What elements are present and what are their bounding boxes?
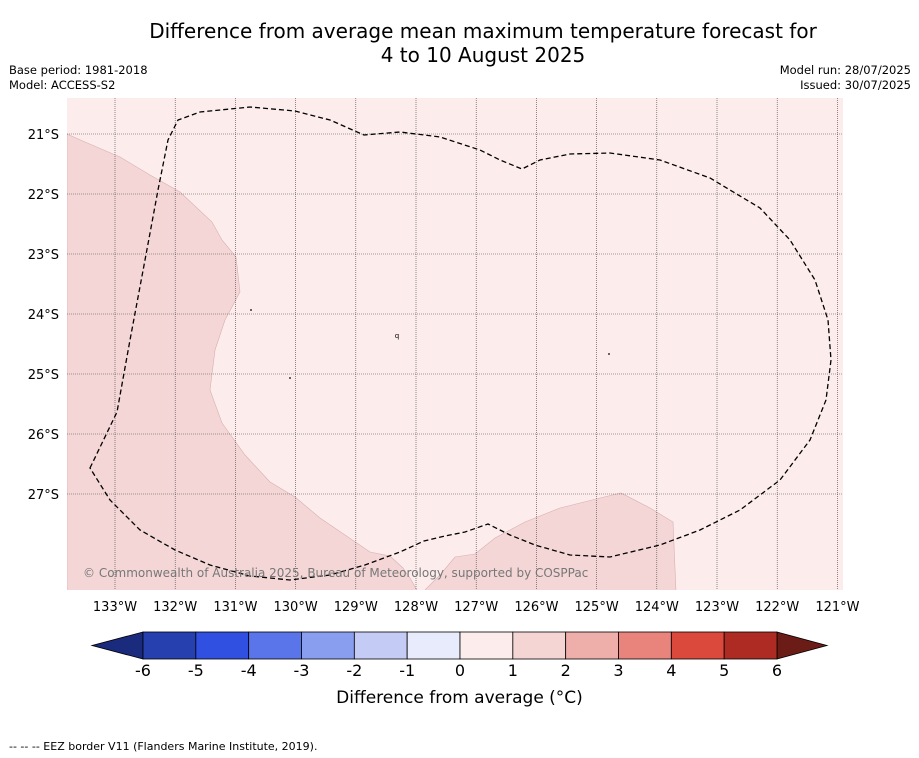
latitude-label: 27°S bbox=[28, 488, 59, 503]
latitude-label: 21°S bbox=[28, 128, 59, 143]
metadata-right: Model run: 28/07/2025 Issued: 30/07/2025 bbox=[780, 63, 911, 93]
latitude-labels: 21°S 22°S 23°S 24°S 25°S 26°S 27°S bbox=[28, 128, 59, 503]
chart-title-line-1: Difference from average mean maximum tem… bbox=[149, 19, 817, 43]
longitude-label: 131°W bbox=[213, 600, 257, 615]
island-marker bbox=[608, 353, 610, 355]
metadata-left: Base period: 1981-2018 Model: ACCESS-S2 bbox=[9, 63, 148, 93]
colorbar-bin bbox=[142, 631, 197, 660]
colorbar-tick-label: 2 bbox=[561, 661, 571, 680]
colorbar-tick-label: 0 bbox=[455, 661, 465, 680]
colorbar: -6 -5 -4 -3 -2 -1 0 1 2 3 4 5 6 bbox=[90, 631, 829, 680]
longitude-label: 128°W bbox=[394, 600, 438, 615]
colorbar-tick-label: -6 bbox=[135, 661, 151, 680]
map-frame: q © Commonwealth of Australia 2025, Bure… bbox=[67, 98, 843, 590]
island-markers: q bbox=[250, 309, 610, 379]
colorbar-tick-label: 5 bbox=[719, 661, 729, 680]
colorbar-bin bbox=[670, 631, 725, 660]
model-text: Model: ACCESS-S2 bbox=[9, 78, 116, 92]
colorbar-bin bbox=[618, 631, 672, 660]
eez-border bbox=[89, 106, 832, 581]
longitude-label: 124°W bbox=[635, 600, 679, 615]
island-marker bbox=[289, 377, 291, 379]
latitude-label: 25°S bbox=[28, 368, 59, 383]
longitude-label: 132°W bbox=[153, 600, 197, 615]
colorbar-bin bbox=[406, 631, 461, 660]
colorbar-bin bbox=[723, 631, 778, 660]
anomaly-1-2-region-west bbox=[67, 133, 418, 590]
base-period-text: Base period: 1981-2018 bbox=[9, 63, 148, 77]
colorbar-tick-label: 1 bbox=[508, 661, 518, 680]
colorbar-bin bbox=[565, 631, 619, 660]
longitude-label: 133°W bbox=[93, 600, 137, 615]
colorbar-tick-label: -5 bbox=[188, 661, 204, 680]
chart-title-line-2: 4 to 10 August 2025 bbox=[380, 43, 586, 67]
colorbar-bin bbox=[353, 631, 408, 660]
anomaly-1-2-region-southeast bbox=[424, 492, 677, 590]
colorbar-bin bbox=[301, 631, 355, 660]
colorbar-tick-label: -4 bbox=[241, 661, 257, 680]
copyright-text: © Commonwealth of Australia 2025, Bureau… bbox=[83, 566, 588, 580]
graticule bbox=[67, 98, 843, 590]
latitude-label: 23°S bbox=[28, 248, 59, 263]
colorbar-bin bbox=[248, 631, 302, 660]
colorbar-bin bbox=[512, 631, 567, 660]
model-run-text: Model run: 28/07/2025 bbox=[779, 63, 911, 77]
colorbar-tick-label: 6 bbox=[772, 661, 782, 680]
colorbar-bin bbox=[195, 631, 250, 660]
colorbar-over-arrow bbox=[776, 631, 829, 660]
longitude-label: 130°W bbox=[274, 600, 318, 615]
colorbar-tick-label: -3 bbox=[294, 661, 310, 680]
colorbar-tick-label: -2 bbox=[346, 661, 362, 680]
colorbar-bin bbox=[459, 631, 514, 660]
colorbar-tick-label: 4 bbox=[666, 661, 676, 680]
issued-text: Issued: 30/07/2025 bbox=[800, 78, 911, 92]
longitude-labels: 133°W 132°W 131°W 130°W 129°W 128°W 127°W 126°W… bbox=[93, 600, 860, 615]
island-marker bbox=[250, 309, 252, 311]
longitude-label: 122°W bbox=[755, 600, 799, 615]
longitude-label: 127°W bbox=[454, 600, 498, 615]
latitude-label: 26°S bbox=[28, 428, 59, 443]
longitude-label: 129°W bbox=[334, 600, 378, 615]
colorbar-tick-label: 3 bbox=[613, 661, 623, 680]
longitude-label: 126°W bbox=[514, 600, 558, 615]
latitude-label: 22°S bbox=[28, 188, 59, 203]
latitude-label: 24°S bbox=[28, 308, 59, 323]
colorbar-tick-label: -1 bbox=[399, 661, 415, 680]
longitude-label: 123°W bbox=[695, 600, 739, 615]
eez-footnote: -- -- -- EEZ border V11 (Flanders Marine… bbox=[9, 740, 318, 753]
island-glyph: q bbox=[395, 332, 399, 340]
colorbar-under-arrow bbox=[90, 631, 144, 660]
longitude-label: 125°W bbox=[575, 600, 619, 615]
longitude-label: 121°W bbox=[815, 600, 859, 615]
colorbar-label: Difference from average (°C) bbox=[336, 688, 583, 708]
